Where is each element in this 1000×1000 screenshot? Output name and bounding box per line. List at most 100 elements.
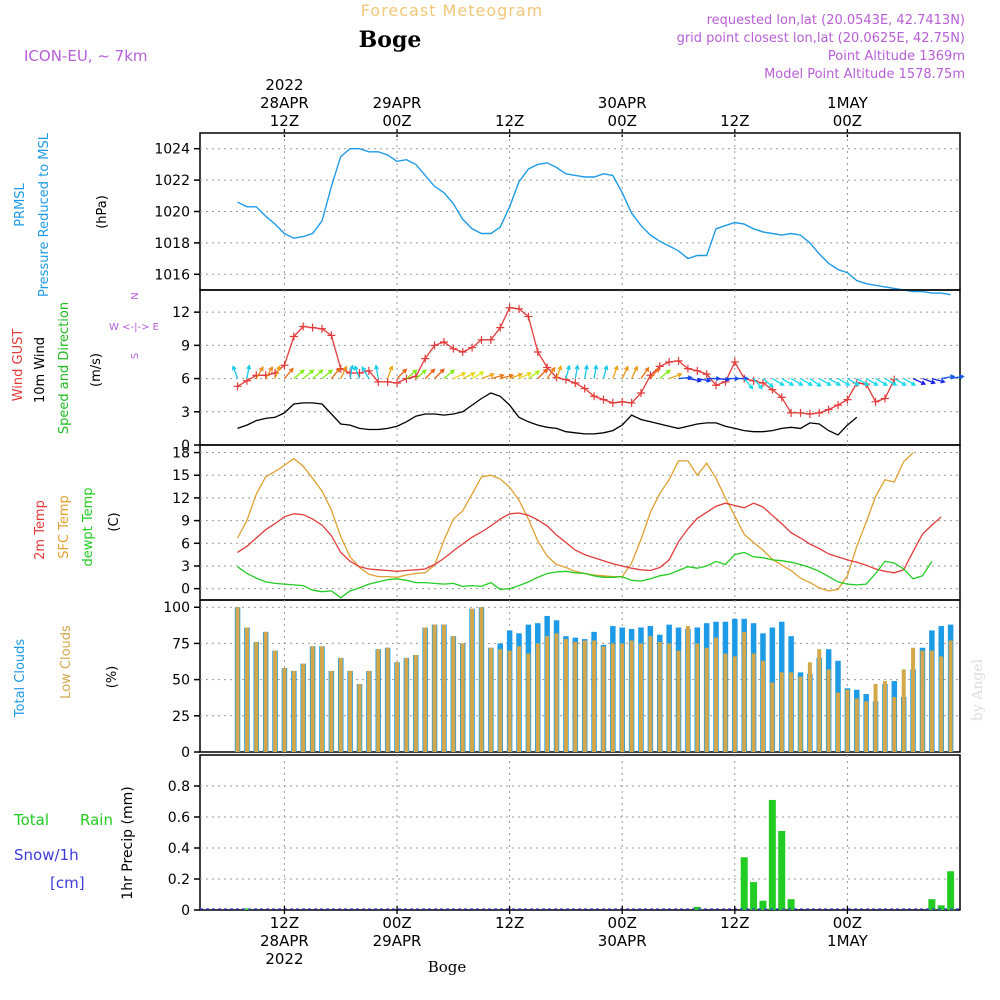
pressure-grid: [200, 133, 960, 290]
gust-marker: [805, 410, 814, 418]
wind-direction-arrow: [743, 378, 754, 390]
wind-direction-arrow: [255, 366, 264, 379]
y-tick-label: 12: [172, 305, 190, 321]
gust-marker: [571, 379, 580, 387]
low-clouds-bar: [470, 608, 475, 752]
wind-direction-arrow: [293, 369, 305, 380]
low-clouds-bar: [676, 650, 681, 752]
low-clouds-bar: [789, 672, 794, 752]
precip-snow-unit: [cm]: [50, 874, 85, 892]
low-clouds-bar: [638, 643, 643, 752]
gust-line: [237, 307, 895, 415]
pressure-series: [237, 147, 951, 296]
wind-direction-arrow: [847, 378, 860, 386]
pressure-panel: PRMSL Pressure Reduced to MSL (hPa) 1016…: [13, 132, 961, 297]
low-clouds-bar: [648, 636, 653, 752]
wind-direction-arrow: [283, 367, 294, 379]
y-tick-label: 0: [181, 745, 190, 761]
top-axis-label: 2022: [265, 76, 303, 94]
temp-dewpt-label: dewpt Temp: [81, 487, 96, 566]
y-tick-label: 25: [172, 709, 190, 725]
clouds-series: [234, 607, 954, 752]
low-clouds-bar: [254, 641, 259, 752]
compass-south: S: [130, 353, 141, 359]
wind-speed-direction-label: Speed and Direction: [57, 302, 72, 434]
low-clouds-bar: [864, 701, 869, 752]
gust-marker: [665, 357, 674, 366]
low-clouds-bar: [563, 639, 568, 752]
wind-direction-arrow: [856, 378, 870, 386]
precip-bar: [787, 899, 795, 910]
wind-direction-arrow: [443, 369, 455, 380]
wind-direction-arrow: [424, 368, 436, 380]
gust-marker: [327, 331, 336, 340]
precip-series: [200, 799, 960, 910]
y-tick-label: 1018: [154, 236, 190, 252]
wind-direction-arrow: [602, 364, 609, 379]
bottom-axis-label: 00Z: [382, 914, 411, 932]
low-clouds-bar: [620, 643, 625, 752]
clouds-unit: (%): [105, 666, 120, 689]
wind-direction-arrow: [762, 378, 774, 388]
clouds-grid: [200, 600, 960, 752]
wind-direction-arrow: [800, 378, 813, 386]
low-clouds-bar: [404, 657, 409, 752]
gust-marker: [824, 405, 833, 414]
low-clouds-bar: [667, 643, 672, 752]
wind-direction-arrow: [321, 369, 333, 380]
gust-marker: [308, 323, 317, 332]
gust-marker: [580, 384, 589, 393]
y-tick-label: 0.4: [168, 841, 190, 857]
bottom-axis-label: 28APR: [260, 932, 309, 950]
low-clouds-bar: [629, 640, 634, 752]
y-tick-label: 1016: [154, 267, 190, 283]
gust-marker: [712, 381, 721, 390]
wind-direction-arrow: [302, 369, 315, 380]
total-clouds-label: Total Clouds: [13, 639, 28, 719]
wind-direction-arrow: [434, 368, 445, 380]
wind-direction-arrow: [396, 368, 408, 380]
wind-direction-arrow: [640, 366, 650, 379]
wind-direction-arrow: [555, 365, 563, 379]
low-clouds-bar: [526, 653, 531, 752]
wind-direction-arrow: [753, 378, 763, 390]
top-axis-label: 30APR: [598, 94, 647, 112]
pressure-unit: (hPa): [95, 195, 110, 229]
wind-direction-arrow: [349, 364, 355, 379]
wind-direction-arrow: [528, 370, 541, 380]
wind-direction-arrow: [509, 372, 524, 380]
wind-direction-arrow: [330, 367, 341, 379]
gust-marker: [655, 362, 664, 371]
gust-marker: [533, 348, 542, 356]
pressure-y-ticks: 1016 1018 1020 1022 1024: [154, 142, 200, 283]
precip-y-ticks: 0 0.2 0.4 0.6 0.8: [168, 779, 200, 919]
gust-marker: [787, 408, 796, 417]
gust-marker: [674, 356, 683, 365]
low-clouds-bar: [657, 641, 662, 752]
precip-bar: [759, 900, 767, 910]
wind-direction-arrow: [353, 365, 361, 379]
wind-direction-arrow: [631, 365, 639, 379]
gust-marker: [496, 323, 505, 332]
wind-direction-arrow: [903, 378, 917, 386]
gust-marker: [299, 322, 308, 331]
wind-direction-arrow: [374, 364, 380, 379]
low-clouds-bar: [779, 672, 784, 752]
low-clouds-bar: [742, 631, 747, 752]
low-clouds-bar: [714, 637, 719, 752]
low-clouds-bar: [451, 636, 456, 752]
precip-grid: [200, 755, 960, 910]
precip-panel: Total Rain Snow/1h [cm] 1hr Precip (mm) …: [13, 754, 961, 919]
wind-frame: [199, 289, 961, 446]
temp-sfc-label: SFC Temp: [57, 495, 72, 559]
wind-direction-arrow: [809, 378, 822, 387]
top-axis-label: 1MAY: [827, 94, 869, 112]
wind-direction-arrow: [481, 372, 495, 380]
low-clouds-bar: [319, 646, 324, 752]
gust-marker: [439, 338, 448, 347]
y-tick-label: 6: [181, 372, 190, 388]
y-tick-label: 0: [181, 903, 190, 919]
wind-direction-arrow: [583, 364, 589, 379]
y-tick-label: 0: [181, 582, 190, 598]
requested-coordinates: requested lon,lat (20.0543E, 42.7413N): [707, 13, 965, 28]
